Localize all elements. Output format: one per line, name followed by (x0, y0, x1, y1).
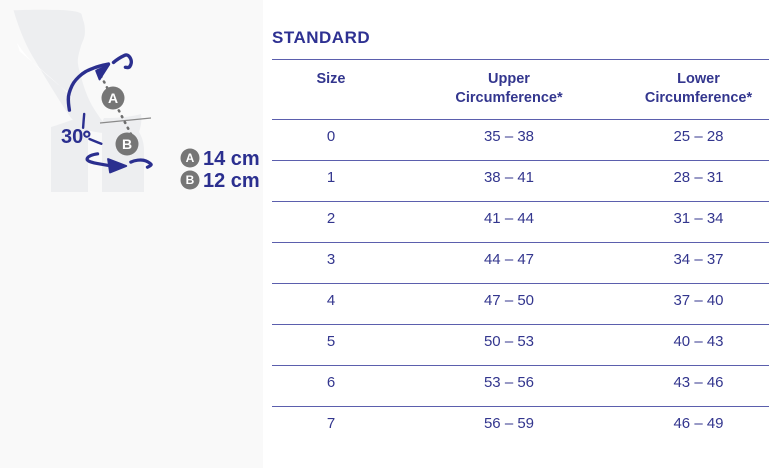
svg-text:A: A (108, 90, 118, 106)
svg-text:A: A (186, 151, 195, 165)
svg-text:30: 30 (61, 126, 83, 148)
svg-text:B: B (186, 173, 195, 187)
svg-text:B: B (122, 136, 132, 152)
